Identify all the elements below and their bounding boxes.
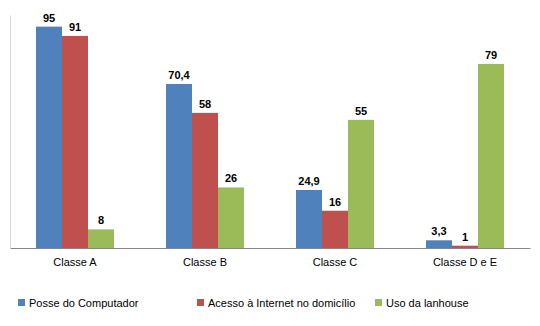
data-label: 55 bbox=[355, 105, 367, 117]
x-tick-label: Classe D e E bbox=[433, 256, 497, 268]
x-axis: Classe A Classe B Classe C Classe D e E bbox=[11, 248, 531, 268]
x-tick-label: Classe C bbox=[313, 256, 358, 268]
legend-item: Posse do Computador bbox=[18, 297, 139, 309]
data-labels: 95 70,4 24,9 3,3 91 58 16 1 8 26 55 79 bbox=[43, 12, 497, 243]
x-tick-label: Classe B bbox=[183, 256, 227, 268]
series bbox=[36, 27, 452, 248]
bar bbox=[36, 27, 62, 248]
data-label: 58 bbox=[199, 98, 211, 110]
legend: Posse do Computador Acesso à Internet no … bbox=[18, 297, 469, 309]
bar bbox=[348, 120, 374, 248]
x-tick-label: Classe A bbox=[53, 256, 97, 268]
x-axis-line bbox=[11, 248, 531, 249]
plot-area: 9570,424,93,391581618265579Classe AClass… bbox=[11, 12, 531, 268]
bar bbox=[62, 36, 88, 248]
data-label: 70,4 bbox=[168, 69, 190, 81]
data-label: 95 bbox=[43, 12, 55, 24]
series-labels: 91 58 16 1 bbox=[69, 21, 468, 243]
legend-label: Uso da lanhouse bbox=[386, 297, 469, 309]
series-labels: 95 70,4 24,9 3,3 bbox=[43, 12, 447, 238]
data-label: 16 bbox=[329, 196, 341, 208]
data-label: 1 bbox=[462, 231, 468, 243]
data-label: 24,9 bbox=[298, 175, 319, 187]
legend-label: Acesso à Internet no domicílio bbox=[208, 297, 355, 309]
x-tick: Classe B bbox=[183, 248, 227, 268]
y-axis bbox=[10, 16, 11, 249]
series bbox=[62, 36, 478, 248]
bar bbox=[166, 84, 192, 248]
x-tick: Classe A bbox=[53, 248, 97, 268]
bar bbox=[322, 211, 348, 248]
bars bbox=[36, 27, 504, 248]
bar bbox=[88, 229, 114, 248]
chart: 9570,424,93,391581618265579Classe AClass… bbox=[0, 0, 540, 326]
data-label: 8 bbox=[98, 214, 104, 226]
y-axis-line bbox=[10, 16, 11, 249]
x-tick: Classe C bbox=[313, 248, 358, 268]
data-label: 91 bbox=[69, 21, 81, 33]
legend-label: Posse do Computador bbox=[29, 297, 139, 309]
x-tick: Classe D e E bbox=[433, 248, 497, 268]
series-labels: 8 26 55 79 bbox=[98, 49, 497, 226]
bar bbox=[218, 187, 244, 248]
legend-swatch bbox=[18, 299, 25, 306]
bar bbox=[452, 246, 478, 248]
bar bbox=[426, 240, 452, 248]
legend-item: Uso da lanhouse bbox=[375, 297, 469, 309]
bar bbox=[296, 190, 322, 248]
legend-swatch bbox=[197, 299, 204, 306]
data-label: 26 bbox=[225, 172, 237, 184]
bar bbox=[192, 113, 218, 248]
series bbox=[88, 64, 504, 248]
legend-item: Acesso à Internet no domicílio bbox=[197, 297, 355, 309]
data-label: 79 bbox=[485, 49, 497, 61]
legend-swatch bbox=[375, 299, 382, 306]
data-label: 3,3 bbox=[431, 225, 446, 237]
bar bbox=[478, 64, 504, 248]
